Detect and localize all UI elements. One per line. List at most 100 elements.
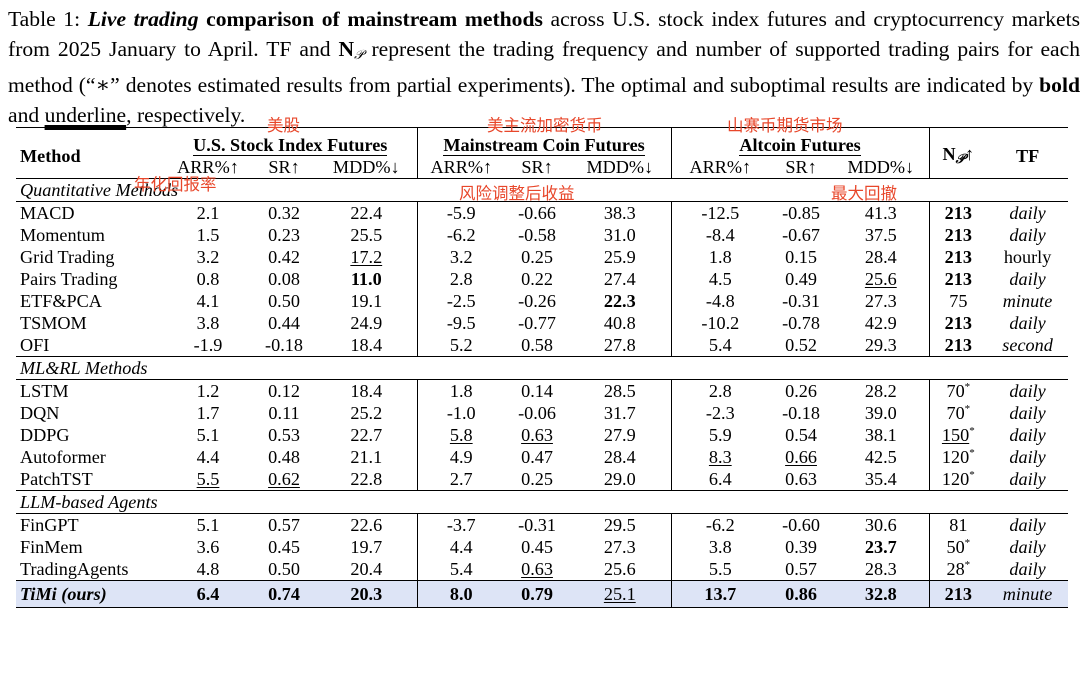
np-header: N𝒫↑ (942, 143, 975, 166)
value-cell-alt-sr: 0.57 (785, 558, 817, 579)
value-cell-us-mdd: 20.4 (316, 558, 418, 581)
tf-cell: daily (1009, 468, 1046, 489)
method-cell: OFI (20, 334, 50, 355)
value-cell-mc-sr: 0.47 (521, 446, 553, 467)
value-cell-alt-mdd: 27.3 (833, 290, 930, 312)
value-cell-mc-sr: -0.31 (518, 514, 556, 535)
value-cell-alt-sr: -0.60 (782, 514, 820, 535)
method-cell: FinMem (20, 536, 83, 557)
np-cell: 213 (944, 268, 972, 289)
value-cell-us-sr: 0.74 (252, 580, 316, 608)
value-cell-alt-sr: 0.26 (785, 380, 817, 401)
tf-cell: daily (1009, 224, 1046, 245)
caption-title-bold: comparison of mainstream methods (206, 7, 543, 31)
annotation-us-stock: 美股 (267, 116, 300, 135)
value-cell-mc-mdd: 29.0 (569, 468, 672, 491)
annotation-mainstream-coin: 美主流加密货币 (487, 116, 603, 135)
table-row: DDPG 5.1 0.53 22.7 5.8 0.63 27.9 5.9 0.54 38.1 150… (16, 424, 1068, 446)
value-cell-alt-arr: 5.4 (708, 334, 732, 355)
value-cell-alt-mdd: 32.8 (833, 580, 930, 608)
value-cell-alt-sr: -0.18 (782, 402, 820, 423)
table-row: PatchTST 5.5 0.62 22.8 2.7 0.25 29.0 6.4 0.63 35.… (16, 468, 1068, 491)
method-cell: Autoformer (20, 446, 106, 467)
table-row: Pairs Trading 0.8 0.08 11.0 2.8 0.22 27.4 4.5 0.… (16, 268, 1068, 290)
value-cell-alt-sr: 0.15 (785, 246, 817, 267)
value-cell-alt-arr: 4.5 (708, 268, 732, 289)
value-cell-alt-mdd: 35.4 (833, 468, 930, 491)
estimate-star: * (969, 446, 975, 459)
value-cell-alt-mdd: 23.7 (833, 536, 930, 558)
value-cell-us-mdd: 18.4 (316, 334, 418, 357)
value-cell-alt-mdd: 30.6 (833, 513, 930, 536)
value-cell-us-sr: -0.18 (265, 334, 303, 355)
value-cell-us-sr: 0.44 (268, 312, 300, 333)
value-cell-us-sr: 0.45 (268, 536, 300, 557)
section-title: Quantitative Methods (16, 178, 1069, 202)
tf-header: TF (1015, 145, 1040, 166)
value-cell-mc-arr: 8.0 (417, 580, 506, 608)
value-cell-mc-mdd: 28.4 (569, 446, 672, 468)
value-cell-us-arr: 5.1 (196, 424, 220, 445)
value-cell-us-mdd: 22.6 (316, 513, 418, 536)
value-cell-us-sr: 0.50 (268, 290, 300, 311)
value-cell-mc-arr: -5.9 (446, 202, 476, 223)
tf-cell: hourly (1003, 246, 1052, 267)
value-cell-us-arr: 6.4 (164, 580, 252, 608)
value-cell-alt-arr: 5.5 (708, 558, 732, 579)
np-cell: 120* (941, 446, 975, 467)
value-cell-alt-mdd: 28.2 (833, 379, 930, 402)
value-cell-mc-mdd: 25.1 (569, 580, 672, 608)
value-cell-alt-sr: -0.78 (782, 312, 820, 333)
value-cell-alt-sr: -0.67 (782, 224, 820, 245)
method-cell: TradingAgents (20, 558, 129, 579)
value-cell-mc-mdd: 27.3 (569, 536, 672, 558)
value-cell-us-mdd: 19.1 (316, 290, 418, 312)
tf-cell: second (1002, 334, 1053, 355)
value-cell-alt-arr: 13.7 (671, 580, 770, 608)
value-cell-alt-mdd: 28.3 (833, 558, 930, 581)
value-cell-us-mdd: 25.5 (316, 224, 418, 246)
value-cell-alt-sr: 0.66 (785, 446, 817, 467)
estimate-star: * (969, 424, 975, 437)
np-cell: 50* (946, 536, 971, 557)
value-cell-mc-arr: 3.2 (449, 246, 473, 267)
value-cell-mc-arr: 5.4 (449, 558, 473, 579)
section-header-row: LLM-based Agents (16, 490, 1069, 514)
metric-header-mdd: MDD%↓ (316, 156, 418, 179)
value-cell-us-mdd: 25.2 (316, 402, 418, 424)
method-cell: DQN (20, 402, 60, 423)
method-cell: TiMi (ours) (16, 580, 164, 608)
table-row: MACD 2.1 0.32 22.4 -5.9 -0.66 38.3 -12.5 -0.85 41… (16, 201, 1068, 224)
caption-bold-word: bold (1039, 73, 1080, 97)
value-cell-mc-mdd: 25.9 (569, 246, 672, 268)
value-cell-alt-arr: 5.9 (708, 424, 732, 445)
value-cell-mc-arr: -2.5 (446, 290, 476, 311)
value-cell-mc-mdd: 27.4 (569, 268, 672, 290)
tf-cell: daily (1009, 202, 1046, 223)
value-cell-us-arr: 4.8 (196, 558, 220, 579)
value-cell-us-arr: 3.2 (196, 246, 220, 267)
value-cell-mc-sr: -0.06 (518, 402, 556, 423)
value-cell-alt-mdd: 25.6 (833, 268, 930, 290)
tf-cell: daily (1009, 514, 1046, 535)
value-cell-mc-arr: -6.2 (446, 224, 476, 245)
np-cell: 28* (946, 558, 971, 579)
table-caption: Table 1: Live trading comparison of main… (8, 4, 1080, 130)
method-cell: DDPG (20, 424, 70, 445)
value-cell-alt-arr: 6.4 (708, 468, 732, 489)
metric-header-arr: ARR%↑ (689, 156, 752, 177)
annotation-arr: 年化回报率 (134, 175, 217, 194)
table-row: Momentum 1.5 0.23 25.5 -6.2 -0.58 31.0 -8.4 -0.6… (16, 224, 1068, 246)
value-cell-mc-arr: -9.5 (446, 312, 476, 333)
estimate-star: * (964, 536, 971, 549)
table-row: Autoformer 4.4 0.48 21.1 4.9 0.47 28.4 8.3 0.66 4… (16, 446, 1068, 468)
np-subscript: 𝒫 (354, 47, 364, 62)
value-cell-mc-sr: 0.45 (521, 536, 553, 557)
caption-text-end: , respectively. (126, 103, 246, 127)
value-cell-mc-mdd: 29.5 (569, 513, 672, 536)
table-row: OFI -1.9 -0.18 18.4 5.2 0.58 27.8 5.4 0.52 29.3 21… (16, 334, 1068, 357)
table-row: TradingAgents 4.8 0.50 20.4 5.4 0.63 25.6 5.5 0.… (16, 558, 1068, 581)
method-cell: LSTM (20, 380, 69, 401)
value-cell-us-sr: 0.23 (268, 224, 300, 245)
value-cell-mc-mdd: 40.8 (569, 312, 672, 334)
